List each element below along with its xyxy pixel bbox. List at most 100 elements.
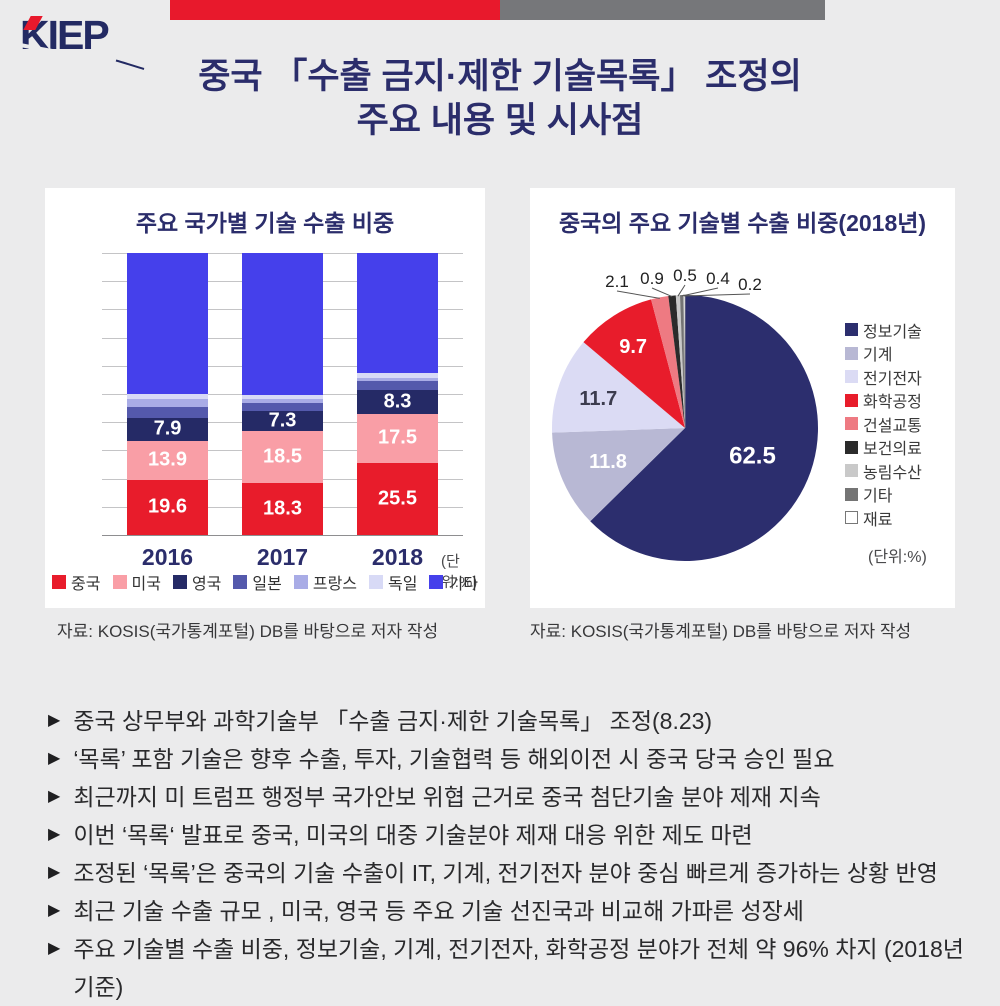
- bar-segment-영국: 7.3: [242, 409, 323, 432]
- bullet-triangle-icon: ▶: [48, 902, 61, 919]
- bar-segment-프랑스: [127, 398, 208, 408]
- legend-swatch-icon: [845, 346, 858, 360]
- bullet-triangle-icon: ▶: [48, 788, 61, 805]
- legend-swatch-icon: [233, 575, 248, 589]
- legend-swatch-icon: [112, 575, 127, 589]
- legend-swatch-icon: [845, 323, 858, 337]
- pie-value-label: 62.5: [729, 442, 776, 469]
- key-point-item: ▶ 중국 상무부와 과학기술부 「수출 금지·제한 기술목록」 조정(8.23): [48, 702, 978, 740]
- bullet-triangle-icon: ▶: [48, 864, 61, 881]
- pie-chart: 62.5 11.8 11.7 9.7 2.1 0.9 0.5 0.4 0.2: [552, 266, 819, 561]
- pie-slice-전기전자: [552, 342, 685, 433]
- key-point-item: ▶ 주요 기술별 수출 비중, 정보기술, 기계, 전기전자, 화학공정 분야가 …: [48, 930, 978, 1006]
- kiep-logo: KIEP: [20, 12, 148, 72]
- pie-value-label: 11.7: [579, 388, 617, 410]
- legend-label: 보건의료: [863, 441, 922, 459]
- x-axis-label-2018: 2018: [371, 544, 424, 570]
- bar-segment-value: 18.5: [263, 445, 302, 468]
- key-point-text: 최근까지 미 트럼프 행정부 국가안보 위협 근거로 중국 첨단기술 분야 제재…: [73, 784, 821, 810]
- legend-label: 정보기술: [863, 323, 922, 341]
- bar-chart-plot: 19.6 13.9 7.9 2016 18.3 18.5 7.3 2017 25.5 17.5 8.…: [102, 253, 463, 570]
- legend-label: 영국: [191, 576, 222, 593]
- bar-segment-독일: [242, 394, 323, 399]
- legend-label: 화학공정: [863, 394, 922, 412]
- legend-swatch-icon: [172, 575, 187, 589]
- pie-chart-title: 중국의 주요 기술별 수출 비중(2018년): [558, 210, 927, 236]
- bar-segment-value: 25.5: [378, 487, 417, 510]
- bar-segment-일본: [357, 381, 438, 391]
- key-point-item: ▶ 최근까지 미 트럼프 행정부 국가안보 위협 근거로 중국 첨단기술 분야 제…: [48, 778, 978, 816]
- bar-segment-미국: 17.5: [357, 413, 438, 464]
- legend-swatch-icon: [52, 575, 67, 589]
- legend-label: 기계: [863, 347, 893, 365]
- pie-slice-화학공정: [583, 299, 685, 428]
- legend-label: 재료: [863, 511, 893, 529]
- bar-segment-기타: [127, 253, 208, 394]
- legend-label: 기타: [863, 488, 893, 506]
- bar-segment-중국: 25.5: [357, 463, 438, 535]
- bullet-triangle-icon: ▶: [48, 940, 61, 957]
- x-axis-line: [102, 535, 463, 536]
- bar-chart-source: 자료: KOSIS(국가통계포털) DB를 바탕으로 저자 작성: [57, 622, 439, 641]
- pie-value-label: 11.8: [589, 451, 627, 473]
- legend-item-미국: 미국: [112, 570, 161, 594]
- legend-swatch-icon: [845, 511, 858, 525]
- legend-label: 전기전자: [863, 370, 922, 388]
- pie-slice-보건의료: [668, 295, 685, 428]
- key-point-text: 조정된 ‘목록’은 중국의 기술 수출이 IT, 기계, 전기전자 분야 중심 …: [73, 860, 938, 886]
- pie-callout-label: 0.2: [738, 275, 762, 294]
- bar-chart-unit-label: (단위:%): [441, 553, 478, 591]
- key-point-text: ‘목록’ 포함 기술은 향후 수출, 투자, 기술협력 등 해외이전 시 중국 …: [73, 746, 835, 772]
- x-axis-label-2016: 2016: [141, 544, 194, 570]
- pie-value-label: 9.7: [619, 336, 647, 358]
- bar-segment-영국: 7.9: [127, 418, 208, 441]
- stacked-bar-2017: 18.3 18.5 7.3: [242, 253, 323, 535]
- bar-segment-value: 18.3: [263, 497, 302, 520]
- legend-label: 프랑스: [312, 576, 358, 593]
- bar-segment-프랑스: [242, 398, 323, 404]
- legend-item-정보기술: 정보기술: [845, 318, 922, 342]
- bullet-triangle-icon: ▶: [48, 826, 61, 843]
- key-point-item: ▶ 이번 ‘목록‘ 발표로 중국, 미국의 대중 기술분야 제재 대응 위한 제도…: [48, 816, 978, 854]
- bar-segment-중국: 18.3: [242, 483, 323, 535]
- pie-callout-line: [677, 284, 686, 297]
- legend-item-일본: 일본: [233, 570, 282, 594]
- key-point-item: ▶ 조정된 ‘목록’은 중국의 기술 수출이 IT, 기계, 전기전자 분야 중심…: [48, 854, 978, 892]
- legend-swatch-icon: [293, 575, 308, 589]
- pie-callout-line: [651, 287, 673, 298]
- legend-swatch-icon: [845, 440, 858, 454]
- legend-item-화학공정: 화학공정: [845, 389, 922, 413]
- pie-slice-농림수산: [675, 295, 685, 428]
- pie-slice-정보기술: [590, 295, 819, 561]
- bar-chart-panel: 주요 국가별 기술 수출 비중 19.6 13.9 7.9 2016 18.3 18.5 7…: [45, 188, 485, 608]
- pie-slice-건설교통: [651, 296, 685, 428]
- legend-item-농림수산: 농림수산: [845, 459, 922, 483]
- bar-segment-value: 7.3: [268, 409, 297, 432]
- legend-item-중국: 중국: [52, 570, 101, 594]
- pie-slice-기계: [552, 428, 685, 522]
- legend-label: 미국: [131, 576, 161, 593]
- page-title: 중국 「수출 금지·제한 기술목록」 조정의 주요 내용 및 시사점: [0, 55, 1000, 143]
- legend-item-재료: 재료: [845, 506, 922, 530]
- legend-swatch-icon: [845, 487, 858, 501]
- legend-swatch-icon: [369, 575, 384, 589]
- header-bar-gray: [500, 0, 825, 20]
- bar-segment-미국: 18.5: [242, 431, 323, 484]
- pie-callout-label: 0.4: [706, 269, 730, 288]
- pie-callout-line: [681, 287, 719, 297]
- legend-swatch-icon: [845, 417, 858, 431]
- key-points-list: ▶ 중국 상무부와 과학기술부 「수출 금지·제한 기술목록」 조정(8.23) ▶…: [48, 702, 978, 1006]
- key-point-text: 최근 기술 수출 규모 , 미국, 영국 등 주요 기술 선진국과 비교해 가파…: [73, 898, 804, 924]
- legend-label: 건설교통: [863, 417, 922, 435]
- legend-item-기타: 기타: [845, 483, 922, 507]
- legend-swatch-icon: [845, 393, 858, 407]
- bullet-triangle-icon: ▶: [48, 712, 61, 729]
- bar-segment-영국: 8.3: [357, 390, 438, 414]
- bar-segment-프랑스: [357, 377, 438, 382]
- pie-chart-panel: 중국의 주요 기술별 수출 비중(2018년) 62.5 11.8 11.7 9.7 2…: [530, 188, 955, 608]
- legend-label: 기타: [448, 576, 478, 593]
- bar-segment-value: 17.5: [378, 426, 417, 449]
- bullet-triangle-icon: ▶: [48, 750, 61, 767]
- legend-label: 일본: [252, 576, 282, 593]
